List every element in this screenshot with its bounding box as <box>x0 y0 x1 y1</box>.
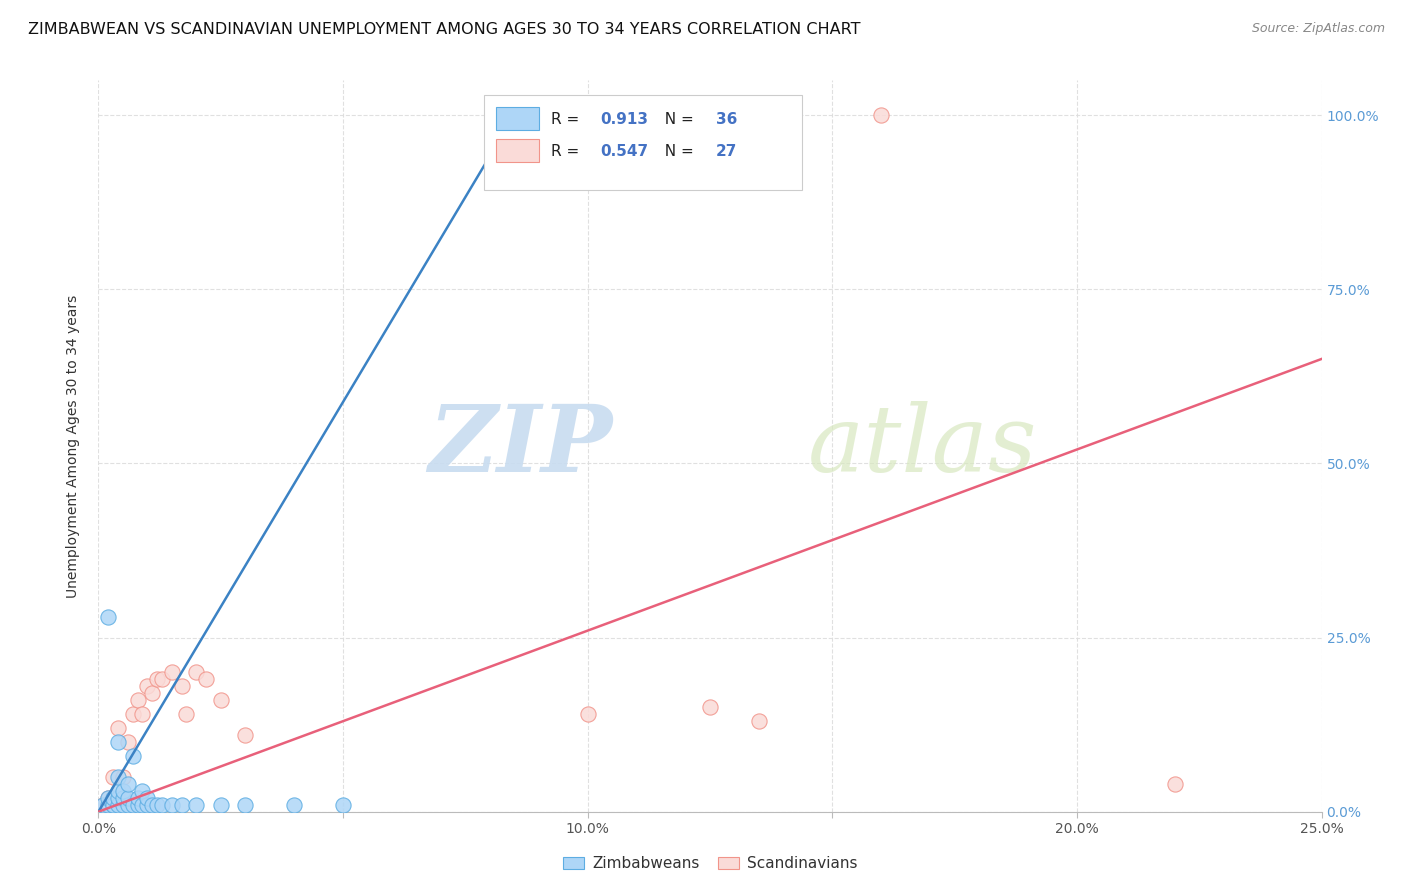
Point <box>150 673 173 687</box>
Point <box>107 784 129 798</box>
Point <box>131 707 153 722</box>
Point <box>91 797 114 812</box>
Point <box>170 679 193 693</box>
Point <box>121 749 143 764</box>
Point <box>870 108 893 122</box>
Point <box>136 797 159 812</box>
Point <box>283 797 305 812</box>
Point <box>111 797 134 812</box>
Point <box>141 686 163 700</box>
Point <box>127 790 149 805</box>
Point <box>107 797 129 812</box>
Point <box>91 797 114 812</box>
Point <box>97 790 120 805</box>
Point <box>160 797 183 812</box>
Text: R =: R = <box>551 144 583 159</box>
Text: 27: 27 <box>716 144 738 159</box>
Point <box>576 707 599 722</box>
Point <box>136 790 159 805</box>
Point <box>107 721 129 735</box>
Y-axis label: Unemployment Among Ages 30 to 34 years: Unemployment Among Ages 30 to 34 years <box>66 294 80 598</box>
Point <box>146 797 169 812</box>
Point <box>675 108 697 122</box>
Text: 0.547: 0.547 <box>600 144 648 159</box>
Point <box>121 797 143 812</box>
Point <box>146 673 169 687</box>
Point <box>111 790 134 805</box>
Point <box>233 797 256 812</box>
Point <box>170 797 193 812</box>
Point <box>1164 777 1187 791</box>
Point <box>97 797 120 812</box>
Point <box>117 797 139 812</box>
Point <box>209 693 232 707</box>
Point <box>160 665 183 680</box>
Point <box>117 790 139 805</box>
Point <box>131 797 153 812</box>
Point <box>111 770 134 784</box>
Point <box>332 797 354 812</box>
Text: 36: 36 <box>716 112 738 127</box>
Point <box>186 665 208 680</box>
Point <box>117 735 139 749</box>
Point <box>121 707 143 722</box>
Text: ZIMBABWEAN VS SCANDINAVIAN UNEMPLOYMENT AMONG AGES 30 TO 34 YEARS CORRELATION CH: ZIMBABWEAN VS SCANDINAVIAN UNEMPLOYMENT … <box>28 22 860 37</box>
Point <box>127 797 149 812</box>
Point <box>772 108 794 122</box>
Point <box>195 673 218 687</box>
Point <box>748 714 770 728</box>
Point <box>233 728 256 742</box>
Point <box>107 735 129 749</box>
Point <box>209 797 232 812</box>
Text: ZIP: ZIP <box>427 401 612 491</box>
Point <box>107 770 129 784</box>
Point <box>117 777 139 791</box>
FancyBboxPatch shape <box>496 139 538 162</box>
Point <box>97 790 120 805</box>
Point <box>101 797 124 812</box>
FancyBboxPatch shape <box>484 95 801 190</box>
Point <box>141 797 163 812</box>
Point <box>131 784 153 798</box>
Point <box>127 693 149 707</box>
Point <box>699 700 721 714</box>
Point <box>176 707 198 722</box>
Text: N =: N = <box>655 144 699 159</box>
Text: R =: R = <box>551 112 583 127</box>
Text: N =: N = <box>655 112 699 127</box>
Point <box>97 609 120 624</box>
Text: Source: ZipAtlas.com: Source: ZipAtlas.com <box>1251 22 1385 36</box>
Text: atlas: atlas <box>808 401 1038 491</box>
Point <box>186 797 208 812</box>
Point <box>101 770 124 784</box>
Point <box>107 790 129 805</box>
Legend: Zimbabweans, Scandinavians: Zimbabweans, Scandinavians <box>557 850 863 877</box>
FancyBboxPatch shape <box>496 107 538 130</box>
Point <box>101 797 124 812</box>
Point <box>111 784 134 798</box>
Point <box>101 790 124 805</box>
Point <box>136 679 159 693</box>
Point <box>150 797 173 812</box>
Text: 0.913: 0.913 <box>600 112 648 127</box>
